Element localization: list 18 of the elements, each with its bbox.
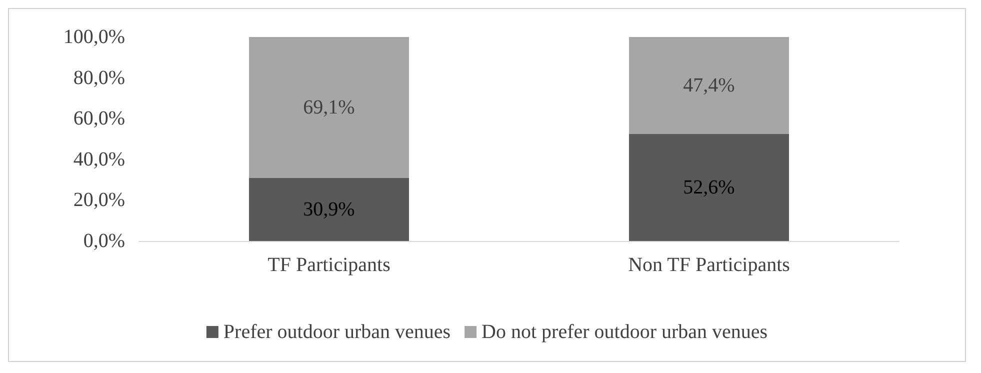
bar bbox=[629, 134, 789, 241]
data-label: 30,9% bbox=[303, 198, 355, 220]
data-label: 69,1% bbox=[303, 96, 355, 118]
y-tick-label: 100,0% bbox=[63, 26, 125, 48]
y-tick-label: 20,0% bbox=[73, 189, 125, 212]
data-label: 47,4% bbox=[683, 74, 735, 96]
legend-label: Prefer outdoor urban venues bbox=[223, 321, 451, 343]
bar bbox=[249, 37, 409, 178]
data-label: 52,6% bbox=[683, 176, 735, 198]
y-tick-label: 40,0% bbox=[73, 148, 125, 170]
legend-label: Do not prefer outdoor urban venues bbox=[482, 321, 768, 343]
y-tick-label: 80,0% bbox=[73, 66, 125, 89]
y-tick-label: 60,0% bbox=[73, 108, 125, 130]
y-tick-label: 0,0% bbox=[83, 230, 125, 252]
bar bbox=[629, 37, 789, 134]
x-tick-label: TF Participants bbox=[268, 254, 391, 276]
x-tick-label: Non TF Participants bbox=[628, 254, 790, 276]
bar bbox=[249, 178, 409, 241]
